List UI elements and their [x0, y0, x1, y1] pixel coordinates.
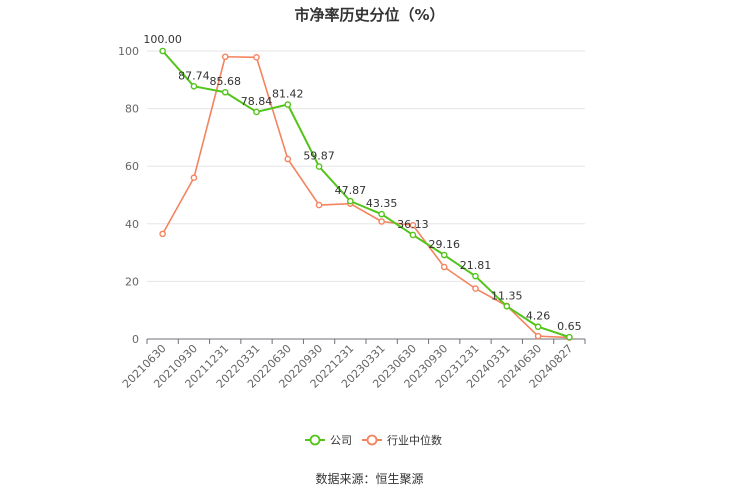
data-point-company: [503, 303, 511, 310]
data-point-industry-median: [409, 221, 417, 229]
data-point-industry-median: [190, 174, 198, 182]
data-point-industry-median: [534, 332, 542, 340]
line-chart: 0204060801002021063020210930202112312022…: [118, 33, 586, 447]
data-label: 87.74: [178, 69, 210, 82]
data-label: 11.35: [491, 289, 523, 302]
legend-industry-median-label: 行业中位数: [387, 433, 442, 447]
y-tick-label: 80: [125, 103, 139, 116]
y-tick-label: 60: [125, 160, 139, 173]
data-label: 21.81: [460, 259, 492, 272]
data-label: 0.65: [557, 320, 582, 333]
data-point-company: [315, 163, 323, 170]
data-point-company: [284, 101, 292, 108]
data-point-industry-median: [253, 54, 260, 61]
y-tick-label: 0: [132, 333, 139, 346]
data-label: 47.87: [335, 184, 367, 197]
data-label: 85.68: [209, 75, 241, 88]
data-point-industry-median: [221, 53, 229, 61]
data-point-company: [347, 197, 354, 205]
data-point-company: [253, 108, 260, 116]
data-point-company: [409, 231, 417, 239]
data-label: 59.87: [303, 150, 335, 163]
legend-company-marker: [309, 434, 321, 446]
series-line-industry-median: [161, 55, 570, 339]
data-point-company: [159, 47, 166, 55]
data-point-company: [221, 88, 229, 96]
data-label: 81.42: [272, 88, 304, 101]
data-label: 29.16: [428, 238, 460, 251]
series-line-company: [161, 50, 570, 339]
data-point-industry-median: [472, 285, 479, 292]
data-point-company: [190, 83, 198, 90]
data-point-industry-median: [315, 201, 323, 209]
data-label: 100.00: [143, 33, 182, 46]
data-label: 36.13: [397, 218, 429, 231]
legend-industry-median-marker: [366, 434, 378, 446]
data-label: 4.26: [526, 310, 551, 323]
legend-company-label: 公司: [330, 434, 352, 447]
data-source: 数据来源：恒生聚源: [315, 472, 424, 486]
y-tick-label: 20: [125, 275, 139, 288]
y-tick-label: 100: [118, 45, 139, 58]
data-point-industry-median: [440, 263, 448, 271]
data-point-industry-median: [378, 218, 385, 225]
data-label: 43.35: [366, 197, 398, 210]
y-tick-label: 40: [125, 218, 139, 231]
data-point-company: [472, 272, 479, 280]
data-point-company: [534, 323, 542, 331]
data-point-industry-median: [159, 230, 166, 238]
data-label: 78.84: [241, 95, 273, 108]
data-point-industry-median: [284, 155, 292, 163]
chart-title: 市净率历史分位（%）: [294, 6, 445, 24]
data-point-company: [378, 210, 385, 218]
data-point-company: [566, 333, 573, 341]
data-point-company: [440, 251, 448, 259]
